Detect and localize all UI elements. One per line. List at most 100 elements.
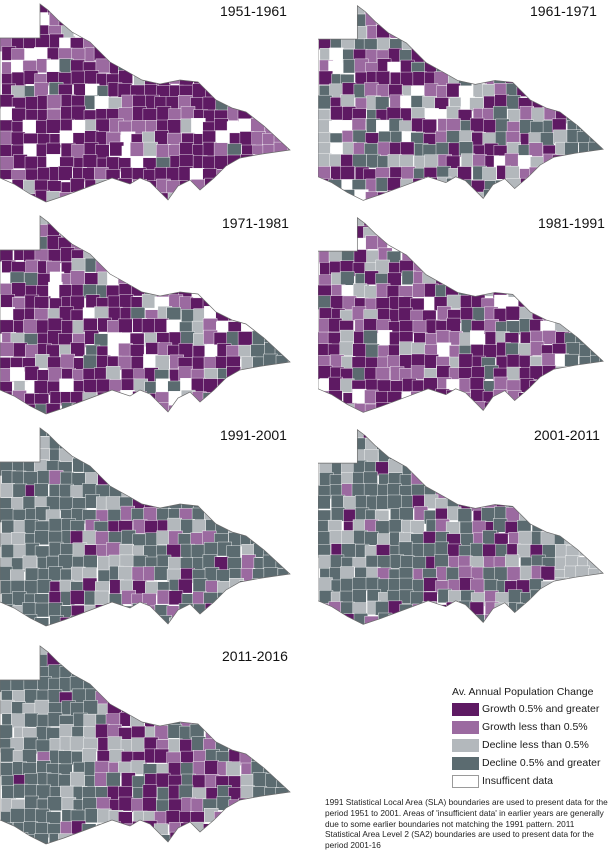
region-cells [318, 0, 613, 210]
region-cell [578, 484, 592, 498]
region-cell [588, 178, 602, 192]
region-cell [72, 424, 86, 436]
region-cell [265, 23, 279, 37]
region-cell [263, 354, 277, 368]
region-cell [399, 342, 413, 356]
region-cell [11, 404, 25, 418]
region-cell [603, 533, 613, 547]
region-cell [531, 73, 545, 87]
region-cell [168, 225, 182, 239]
region-cell [190, 50, 204, 64]
region-cell [108, 846, 122, 852]
region-cell [277, 797, 291, 811]
region-cell [577, 451, 591, 465]
region-cell [400, 508, 414, 522]
region-cell [146, 425, 160, 439]
region-cell [603, 85, 613, 99]
region-cell [531, 615, 545, 629]
region-cell [482, 248, 496, 262]
region-cell [340, 237, 354, 251]
region-cell [505, 153, 519, 167]
region-cell [218, 403, 232, 417]
region-cell [318, 95, 332, 109]
region-cell [266, 249, 280, 263]
region-cell [329, 121, 343, 135]
region-cell [181, 485, 195, 499]
region-cell [341, 404, 355, 418]
region-cell [328, 414, 342, 422]
region-cell [167, 642, 181, 656]
region-cell [217, 605, 231, 619]
region-cell [0, 437, 13, 451]
region-cell [179, 604, 193, 618]
region-cell [543, 94, 557, 108]
region-cell [277, 120, 291, 134]
region-cell [242, 509, 256, 523]
region-cell [555, 307, 569, 321]
region-cell [226, 405, 240, 419]
region-cell [240, 725, 254, 739]
region-cell [277, 94, 291, 108]
region-cell [601, 427, 613, 441]
period-label: 2011-2016 [222, 648, 288, 664]
region-cell [497, 249, 511, 263]
region-cell [145, 404, 159, 418]
region-cell [58, 166, 72, 180]
region-cell [264, 495, 278, 509]
region-cell [155, 2, 169, 16]
region-cell [85, 426, 99, 440]
region-cell [483, 25, 497, 39]
region-cell [253, 773, 267, 787]
region-cell [460, 2, 474, 16]
region-cell [288, 626, 300, 634]
region-cell [555, 448, 569, 462]
region-cell [109, 392, 123, 406]
region-cell [424, 155, 438, 169]
region-cell [216, 471, 230, 485]
region-cell [217, 273, 231, 287]
region-cell [168, 664, 182, 678]
region-cell [216, 485, 230, 499]
region-cell [602, 507, 613, 521]
region-cell [251, 98, 265, 112]
victoria-map-1951-1961 [0, 0, 300, 210]
region-cell [579, 473, 593, 487]
region-cell [493, 390, 507, 404]
region-cell [289, 471, 300, 485]
region-cell [157, 835, 171, 849]
region-cell [602, 97, 613, 111]
region-cell [543, 38, 557, 52]
region-cell [252, 485, 266, 499]
region-cell [218, 846, 232, 852]
region-cell [590, 448, 604, 462]
region-cell [601, 414, 613, 422]
region-cell [531, 204, 545, 210]
region-cell [119, 606, 133, 620]
region-cell [401, 414, 415, 422]
region-cell [353, 589, 367, 603]
region-cell [132, 678, 146, 692]
region-cell [331, 507, 345, 521]
region-cell [276, 308, 290, 322]
region-cell [62, 403, 76, 417]
region-cell [278, 701, 292, 715]
region-cell [553, 483, 567, 497]
region-cell [340, 271, 354, 285]
region-cell [133, 212, 147, 225]
region-cell [59, 224, 73, 238]
region-cell [330, 427, 344, 441]
region-cell [287, 380, 300, 394]
region-cell [288, 667, 300, 681]
region-cell [505, 14, 519, 28]
region-cell [169, 0, 183, 13]
region-cell [289, 750, 300, 764]
region-cell [495, 437, 509, 451]
region-cell [602, 168, 613, 182]
region-cell [472, 48, 486, 62]
region-cell [83, 225, 97, 239]
region-cell [601, 283, 613, 297]
region-cell [142, 593, 156, 607]
region-cell [70, 590, 84, 604]
region-cell [275, 531, 289, 545]
region-cell [50, 642, 64, 655]
